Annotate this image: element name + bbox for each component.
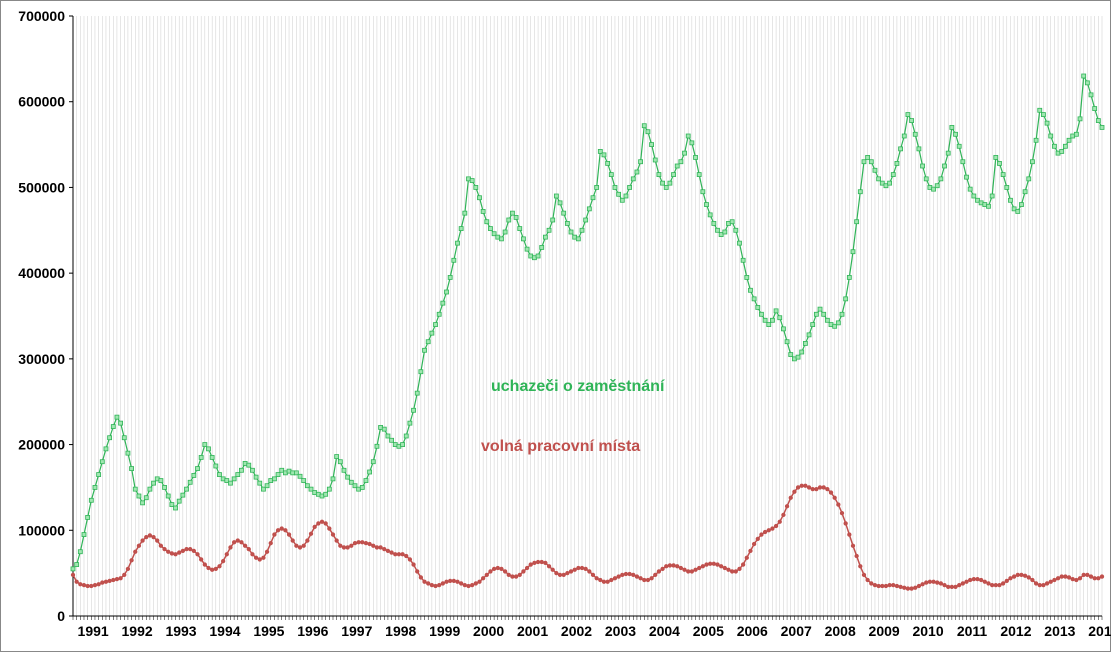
y-tick-label: 700000 — [18, 8, 65, 24]
x-tick-label: 2001 — [517, 623, 548, 639]
x-tick-label: 2000 — [473, 623, 504, 639]
y-tick-label: 600000 — [18, 94, 65, 110]
y-tick-label: 300000 — [18, 351, 65, 367]
x-tick-label: 1997 — [341, 623, 372, 639]
x-tick-label: 2012 — [1000, 623, 1031, 639]
x-tick-label: 1991 — [78, 623, 109, 639]
x-tick-label: 2004 — [649, 623, 680, 639]
x-tick-label: 1998 — [385, 623, 416, 639]
x-tick-label: 2006 — [737, 623, 768, 639]
x-tick-label: 2013 — [1044, 623, 1075, 639]
series-label-volna_mista: volná pracovní místa — [481, 438, 640, 455]
y-tick-label: 100000 — [18, 522, 65, 538]
x-tick-label: 2007 — [781, 623, 812, 639]
x-tick-label: 2010 — [912, 623, 943, 639]
x-tick-label: 1999 — [429, 623, 460, 639]
y-tick-label: 200000 — [18, 437, 65, 453]
chart-svg: 0 100000 200000 300000 400000 500000 600000 700… — [1, 1, 1111, 653]
y-tick-label: 400000 — [18, 265, 65, 281]
x-tick-label: 1995 — [253, 623, 284, 639]
x-tick-label: 1993 — [165, 623, 196, 639]
x-tick-label: 2003 — [605, 623, 636, 639]
x-tick-label: 2009 — [869, 623, 900, 639]
x-tick-label: 2005 — [693, 623, 724, 639]
y-tick-label: 0 — [57, 608, 65, 624]
x-tick-label: 2014 — [1088, 623, 1111, 639]
x-tick-label: 2008 — [825, 623, 856, 639]
series-label-uchazeci: uchazeči o zaměstnání — [491, 378, 665, 395]
x-tick-label: 2011 — [957, 623, 988, 639]
x-tick-label: 1992 — [122, 623, 153, 639]
x-tick-label: 1994 — [209, 623, 240, 639]
x-tick-label: 2002 — [561, 623, 592, 639]
employment-chart: 0 100000 200000 300000 400000 500000 600000 700… — [0, 0, 1111, 652]
y-tick-label: 500000 — [18, 179, 65, 195]
x-tick-label: 1996 — [297, 623, 328, 639]
